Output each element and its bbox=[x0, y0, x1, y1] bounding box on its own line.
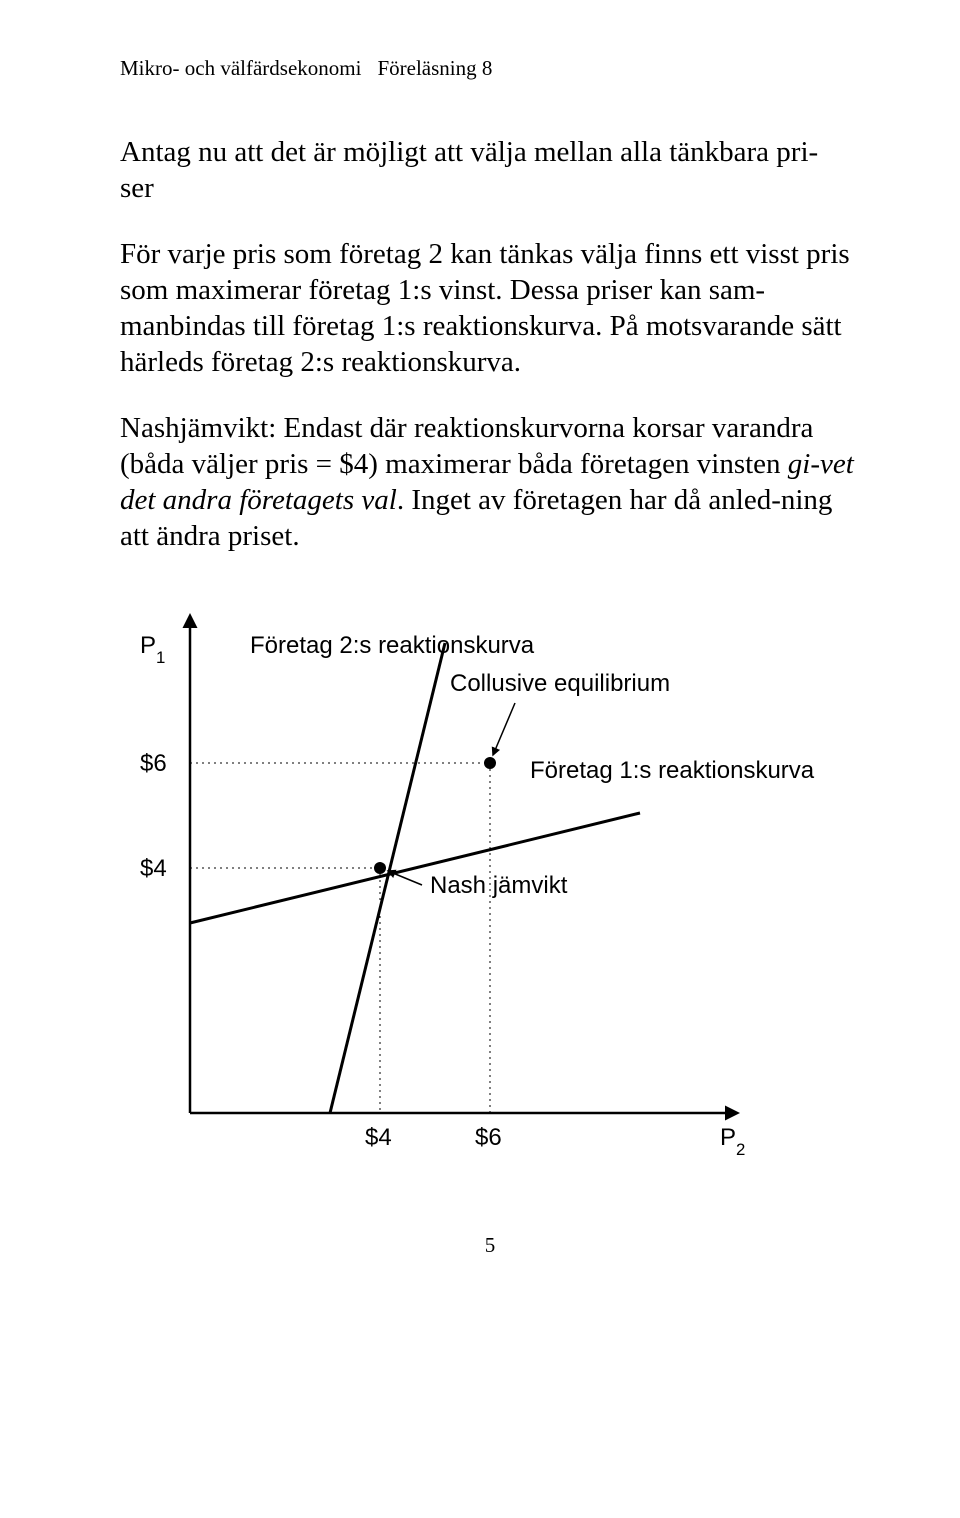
reaction-curve-chart: $6 $4 $4 $6 P1 P2 Företag 2:s reaktionskurva Co… bbox=[120, 613, 860, 1173]
paragraph-3: Nashjämvikt: Endast där reaktionskurvorn… bbox=[120, 411, 860, 555]
svg-text:Collusive equilibrium: Collusive equilibrium bbox=[450, 670, 670, 697]
chart-svg: $6 $4 $4 $6 P1 P2 Företag 2:s reaktionskurva Co… bbox=[120, 613, 840, 1173]
svg-text:P1: P1 bbox=[140, 632, 165, 667]
paragraph-1-line1: Antag nu att det är möjligt att välja me… bbox=[120, 136, 818, 168]
svg-text:$6: $6 bbox=[140, 750, 167, 777]
paragraph-1-line2: ser bbox=[120, 172, 154, 204]
header-left: Mikro- och välfärdsekonomi bbox=[120, 56, 361, 81]
svg-text:Nash jämvikt: Nash jämvikt bbox=[430, 872, 568, 899]
svg-text:$4: $4 bbox=[365, 1124, 392, 1151]
header-right: Föreläsning 8 bbox=[377, 56, 492, 81]
svg-text:Företag 1:s reaktionskurva: Företag 1:s reaktionskurva bbox=[530, 757, 815, 784]
paragraph-1: Antag nu att det är möjligt att välja me… bbox=[120, 135, 860, 207]
svg-text:$6: $6 bbox=[475, 1124, 502, 1151]
svg-text:$4: $4 bbox=[140, 855, 167, 882]
svg-text:P2: P2 bbox=[720, 1124, 745, 1159]
paragraph-3-a: Nashjämvikt: Endast där reaktionskurvorn… bbox=[120, 412, 813, 480]
paragraph-2: För varje pris som företag 2 kan tänkas … bbox=[120, 237, 860, 381]
page-header: Mikro- och välfärdsekonomi Föreläsning 8 bbox=[120, 56, 860, 81]
svg-text:Företag 2:s reaktionskurva: Företag 2:s reaktionskurva bbox=[250, 632, 535, 659]
page-number: 5 bbox=[120, 1233, 860, 1258]
page: Mikro- och välfärdsekonomi Föreläsning 8… bbox=[0, 0, 960, 1318]
